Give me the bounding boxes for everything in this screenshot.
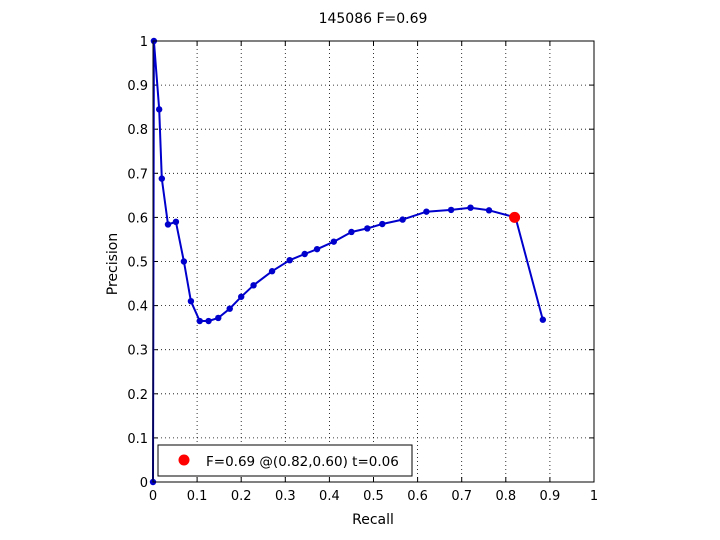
data-point (250, 282, 257, 289)
data-point (187, 297, 195, 305)
y-tick-label: 0.2 (127, 388, 148, 403)
grid-lines (153, 41, 594, 482)
y-axis-label: Precision (105, 233, 121, 295)
series-group (149, 37, 547, 486)
y-tick-label: 0.6 (127, 211, 148, 226)
data-point (238, 293, 245, 300)
x-tick-label: 0.8 (495, 489, 516, 504)
x-tick-label: 0.2 (231, 489, 252, 504)
x-tick-label: 0.5 (363, 489, 384, 504)
data-point (155, 106, 163, 113)
x-tick-label: 0.3 (275, 489, 296, 504)
y-tick-labels: 0 0.1 0.2 0.3 0.4 0.5 0.6 0.7 0.8 0.9 1 (127, 35, 148, 491)
y-tick-label: 0.1 (127, 432, 148, 447)
y-tick-label: 0.7 (127, 167, 148, 182)
data-point (286, 256, 293, 264)
data-point (301, 250, 308, 258)
legend-box (157, 444, 413, 477)
y-tick-label: 1 (140, 35, 148, 50)
y-tick-label: 0.4 (127, 300, 148, 315)
x-tick-labels: 0 0.1 0.2 0.3 0.4 0.5 0.6 0.7 0.8 0.9 1 (149, 489, 598, 504)
y-tick-label: 0 (140, 476, 148, 491)
x-axis-label: Recall (352, 512, 394, 528)
data-point (180, 258, 188, 265)
data-point (268, 268, 276, 275)
data-point (485, 207, 493, 214)
legend-marker (178, 454, 190, 466)
x-tick-label: 1 (590, 489, 598, 504)
data-point (164, 221, 172, 228)
data-point (196, 317, 203, 325)
data-point (313, 245, 321, 253)
data-point (379, 220, 386, 228)
plot-frame (152, 40, 595, 483)
y-tick-label: 0.8 (127, 123, 148, 138)
data-point (172, 218, 180, 226)
y-tick-label: 0.3 (127, 344, 148, 359)
best-f-point (509, 211, 521, 223)
data-point (348, 228, 355, 236)
data-point (399, 216, 406, 223)
y-tick-label: 0.9 (127, 79, 148, 94)
data-point (226, 305, 233, 312)
legend: F=0.69 @(0.82,0.60) t=0.06 (157, 444, 413, 477)
data-point (364, 225, 371, 232)
data-point (205, 317, 212, 325)
legend-text: F=0.69 @(0.82,0.60) t=0.06 (206, 454, 399, 470)
data-point (158, 175, 166, 182)
x-tick-label: 0.1 (187, 489, 208, 504)
data-point (467, 204, 474, 211)
x-tick-label: 0 (149, 489, 157, 504)
data-point (330, 238, 338, 245)
data-point (423, 208, 430, 215)
data-point (539, 316, 547, 323)
data-point (447, 206, 455, 214)
y-tick-label: 0.5 (127, 256, 148, 271)
x-tick-label: 0.4 (319, 489, 340, 504)
chart-title: 145086 F=0.69 (319, 11, 428, 27)
x-tick-label: 0.6 (407, 489, 428, 504)
data-point (215, 314, 222, 322)
x-tick-label: 0.9 (540, 489, 561, 504)
x-tick-label: 0.7 (451, 489, 472, 504)
